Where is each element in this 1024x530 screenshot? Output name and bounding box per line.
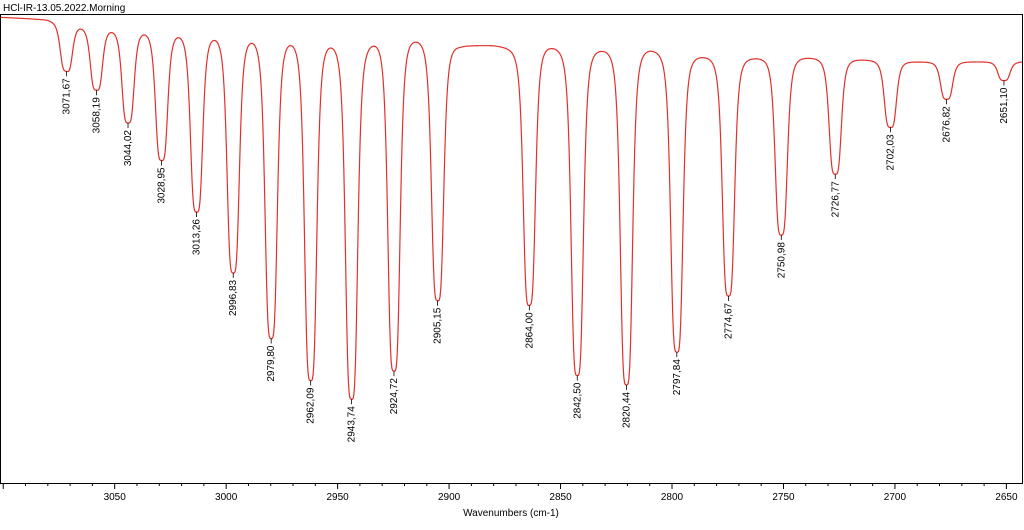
peak-label: 3013,26 [192, 219, 203, 256]
peak-label: 2651,10 [999, 87, 1010, 124]
peak-label: 2797,84 [672, 359, 683, 396]
peak-labels: 3071,67 3058,19 3044,02 3028,95 3013,26 2996,… [61, 71, 1010, 442]
x-tick-label: 2700 [884, 492, 907, 503]
x-tick-label: 2850 [549, 492, 572, 503]
x-tick-label: 3050 [104, 492, 127, 503]
peak-label: 2905,15 [433, 307, 444, 344]
peak-label: 2750,98 [776, 242, 787, 279]
peak-label: 2864,00 [524, 312, 535, 349]
peak-label: 2820,44 [621, 391, 632, 428]
x-axis: 3050 3000 2950 2900 2850 2800 2750 2700 2650 [2, 483, 1018, 503]
peak-label: 2774,67 [724, 302, 735, 339]
x-tick-label: 2900 [438, 492, 461, 503]
spectrum-series-line [0, 16, 1023, 400]
peak-label: 2996,83 [228, 279, 239, 316]
x-tick-label: 2950 [326, 492, 349, 503]
peak-label: 2842,50 [572, 382, 583, 419]
peak-label: 3058,19 [91, 97, 102, 134]
peak-label: 2979,80 [266, 345, 277, 382]
chart-title: HCl-IR-13.05.2022.Morning [3, 3, 125, 14]
peak-label: 3044,02 [123, 130, 134, 167]
peak-label: 2676,82 [942, 106, 953, 143]
peak-label: 2702,03 [885, 134, 896, 171]
x-tick-label: 2650 [995, 492, 1018, 503]
peak-label: 2962,09 [306, 387, 317, 424]
x-axis-title: Wavenumbers (cm-1) [463, 508, 559, 519]
x-tick-label: 2750 [772, 492, 795, 503]
peak-label: 2924,72 [389, 378, 400, 415]
x-tick-label: 3000 [215, 492, 238, 503]
peak-label: 3071,67 [61, 78, 72, 115]
peak-label: 3028,95 [157, 167, 168, 204]
peak-label: 2726,77 [830, 181, 841, 218]
peak-label: 2943,74 [347, 406, 358, 443]
x-tick-label: 2800 [661, 492, 684, 503]
